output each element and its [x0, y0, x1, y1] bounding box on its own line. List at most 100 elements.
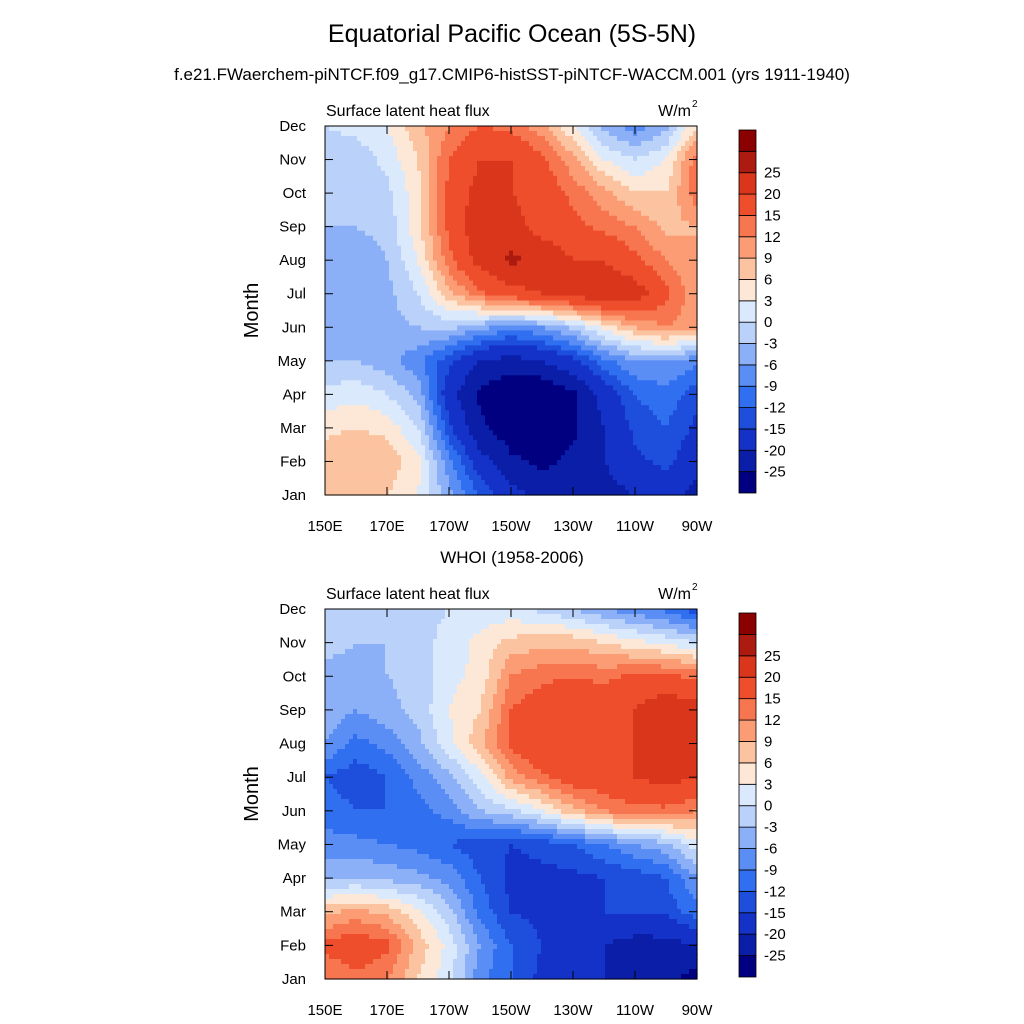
- heatmap-cell: [441, 155, 446, 162]
- heatmap-cell: [657, 300, 662, 307]
- heatmap-cell: [437, 350, 442, 356]
- heatmap-cell: [533, 390, 538, 396]
- heatmap-cell: [633, 140, 638, 147]
- heatmap-cell: [593, 155, 598, 162]
- heatmap-cell: [489, 305, 494, 312]
- heatmap-cell: [489, 270, 494, 277]
- heatmap-cell: [605, 265, 610, 272]
- heatmap-cell: [673, 175, 678, 182]
- heatmap-cell: [645, 315, 650, 322]
- heatmap-cell: [501, 150, 506, 157]
- heatmap-cell: [657, 350, 662, 356]
- heatmap-cell: [557, 270, 562, 277]
- heatmap-cell: [609, 230, 614, 237]
- heatmap-cell: [413, 330, 418, 337]
- heatmap-cell: [497, 230, 502, 237]
- heatmap-cell: [649, 225, 654, 232]
- heatmap-cell: [517, 200, 522, 207]
- heatmap-cell: [453, 170, 458, 177]
- heatmap-cell: [581, 300, 586, 307]
- heatmap-cell: [597, 160, 602, 167]
- heatmap-cell: [545, 380, 550, 386]
- heatmap-cell: [353, 385, 358, 391]
- heatmap-cell: [673, 130, 678, 137]
- heatmap-cell: [617, 310, 622, 317]
- heatmap-cell: [621, 320, 626, 327]
- heatmap-cell: [601, 380, 606, 386]
- heatmap-cell: [645, 180, 650, 187]
- heatmap-cell: [417, 325, 422, 332]
- heatmap-cell: [457, 295, 462, 302]
- heatmap-cell: [505, 325, 510, 332]
- heatmap-cell: [345, 270, 350, 277]
- heatmap-cell: [349, 345, 354, 351]
- heatmap-cell: [493, 255, 498, 262]
- heatmap-cell: [661, 155, 666, 162]
- heatmap-cell: [457, 220, 462, 227]
- heatmap-cell: [581, 270, 586, 277]
- heatmap-cell: [493, 200, 498, 207]
- heatmap-cell: [549, 215, 554, 222]
- heatmap-cell: [433, 245, 438, 252]
- heatmap-cell: [405, 126, 410, 132]
- heatmap-cell: [477, 126, 482, 132]
- heatmap-cell: [453, 145, 458, 152]
- heatmap-cell: [681, 385, 686, 391]
- heatmap-cell: [621, 290, 626, 297]
- heatmap-cell: [413, 235, 418, 242]
- heatmap-cell: [525, 130, 530, 137]
- heatmap-cell: [677, 170, 682, 177]
- heatmap-cell: [689, 295, 694, 302]
- heatmap-cell: [661, 270, 666, 277]
- heatmap-cell: [513, 315, 518, 322]
- heatmap-cell: [385, 370, 390, 376]
- heatmap-cell: [577, 140, 582, 147]
- heatmap-cell: [557, 295, 562, 302]
- heatmap-cell: [365, 355, 370, 361]
- heatmap-cell: [485, 190, 490, 197]
- heatmap-cell: [409, 250, 414, 257]
- heatmap-cell: [637, 185, 642, 192]
- heatmap-cell: [541, 210, 546, 217]
- heatmap-cell: [629, 330, 634, 337]
- heatmap-cell: [345, 355, 350, 361]
- heatmap-cell: [517, 335, 522, 342]
- heatmap-cell: [409, 135, 414, 142]
- heatmap-cell: [593, 165, 598, 172]
- heatmap-cell: [453, 335, 458, 342]
- heatmap-cell: [685, 360, 690, 366]
- heatmap-cell: [449, 290, 454, 297]
- heatmap-cell: [665, 190, 670, 197]
- heatmap-cell: [549, 365, 554, 371]
- heatmap-cell: [669, 145, 674, 152]
- heatmap-cell: [553, 390, 558, 396]
- heatmap-cell: [377, 180, 382, 187]
- heatmap-cell: [657, 250, 662, 257]
- heatmap-cell: [625, 330, 630, 337]
- heatmap-cell: [505, 380, 510, 386]
- heatmap-cell: [389, 350, 394, 356]
- heatmap-cell: [417, 345, 422, 351]
- heatmap-cell: [469, 375, 474, 381]
- heatmap-cell: [677, 275, 682, 282]
- heatmap-cell: [485, 385, 490, 391]
- heatmap-cell: [649, 190, 654, 197]
- heatmap-cell: [353, 255, 358, 262]
- heatmap-cell: [421, 335, 426, 342]
- heatmap-cell: [585, 175, 590, 182]
- heatmap-cell: [577, 245, 582, 252]
- heatmap-cell: [497, 275, 502, 282]
- heatmap-cell: [577, 340, 582, 347]
- heatmap-cell: [393, 330, 398, 337]
- heatmap-cell: [417, 225, 422, 232]
- heatmap-cell: [477, 330, 482, 337]
- heatmap-cell: [377, 230, 382, 237]
- heatmap-cell: [505, 390, 510, 396]
- heatmap-cell: [645, 290, 650, 297]
- heatmap-cell: [601, 365, 606, 371]
- heatmap-cell: [689, 345, 694, 351]
- heatmap-cell: [401, 240, 406, 247]
- heatmap-cell: [469, 315, 474, 322]
- heatmap-cell: [401, 315, 406, 322]
- heatmap-cell: [625, 250, 630, 257]
